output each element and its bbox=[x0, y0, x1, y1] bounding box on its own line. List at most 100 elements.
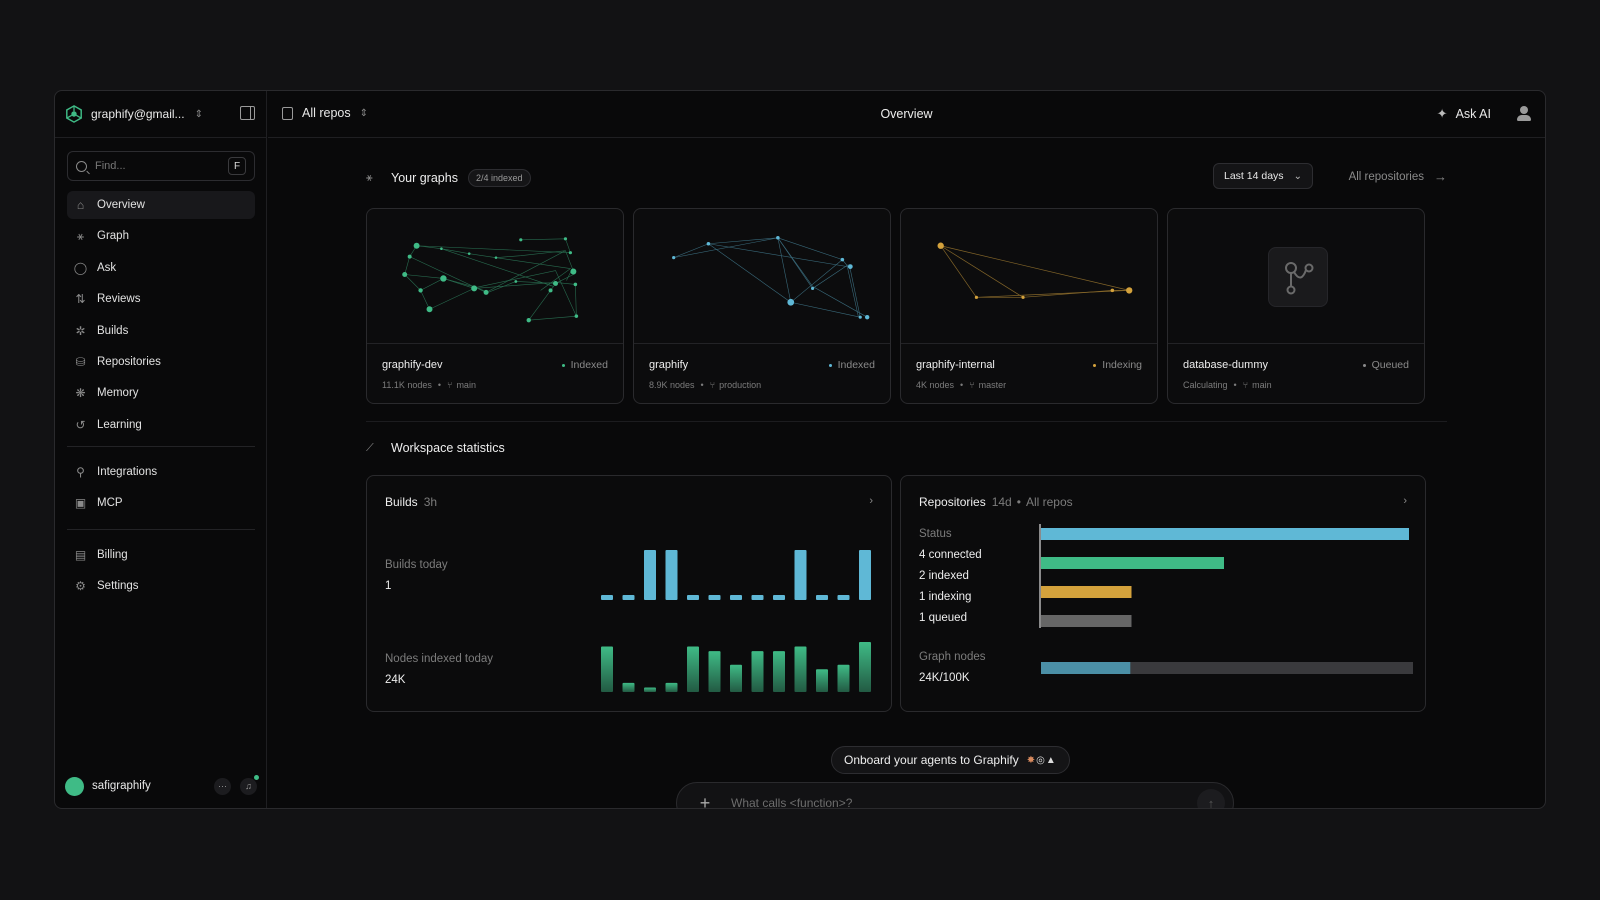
status-bar bbox=[1041, 615, 1132, 627]
builds-bar-chart bbox=[601, 550, 871, 600]
user-icon[interactable] bbox=[1517, 106, 1531, 122]
search-input[interactable] bbox=[95, 160, 225, 172]
sidebar-item-builds[interactable]: ✲ Builds bbox=[67, 317, 255, 345]
indexed-count-badge: 2/4 indexed bbox=[467, 169, 531, 187]
sidebar-item-repositories[interactable]: ⛁ Repositories bbox=[67, 348, 255, 376]
chart-bar bbox=[687, 595, 699, 600]
card-scope: All repos bbox=[1025, 495, 1073, 509]
nav-main: ⌂ Overview ⚹ Graph ◯ Ask ⇅ Reviews ✲ Bui… bbox=[67, 191, 255, 442]
chevron-right-icon[interactable]: › bbox=[1403, 495, 1407, 507]
search-box[interactable]: F bbox=[67, 151, 255, 181]
sidebar-item-overview[interactable]: ⌂ Overview bbox=[67, 191, 255, 219]
graph-meta: 11.1K nodes • ⑂ main bbox=[382, 380, 476, 390]
repositories-card[interactable]: Repositories 14d • All repos › Status 4 … bbox=[900, 475, 1426, 712]
notification-bell-icon[interactable]: ♫ bbox=[240, 774, 259, 795]
main-content: ⚹ Your graphs 2/4 indexed Last 14 days ⌄… bbox=[268, 139, 1545, 808]
chart-bar bbox=[622, 595, 635, 600]
graph-preview bbox=[367, 237, 623, 344]
graph-nodes-progress-bar bbox=[1041, 662, 1413, 674]
sparkle-icon: ✦ bbox=[1436, 106, 1448, 121]
nodes-today-value: 24K bbox=[385, 674, 406, 686]
sidebar-item-label: MCP bbox=[97, 497, 123, 510]
sidebar-item-label: Settings bbox=[97, 580, 139, 593]
graph-card-graphify-dev[interactable]: graphify-dev Indexed 11.1K nodes • ⑂ mai… bbox=[366, 208, 624, 404]
ask-ai-button[interactable]: ✦ Ask AI bbox=[1437, 106, 1491, 122]
all-repositories-link[interactable]: All repositories → bbox=[1349, 169, 1447, 184]
account-switcher[interactable]: graphify@gmail... ⇕ bbox=[55, 91, 267, 138]
graph-card-graphify[interactable]: graphify Indexed 8.9K nodes • ⑂ producti… bbox=[633, 208, 891, 404]
sidebar-item-label: Memory bbox=[97, 387, 139, 400]
graph-card-graphify-internal[interactable]: graphify-internal Indexing 4K nodes • ⑂ … bbox=[900, 208, 1158, 404]
graph-status: Indexed bbox=[828, 359, 875, 371]
sidebar-item-label: Builds bbox=[97, 324, 129, 337]
chart-bar bbox=[816, 595, 828, 600]
sidebar-item-memory[interactable]: ❋ Memory bbox=[67, 379, 255, 407]
builds-card[interactable]: Builds 3h › Builds today 1 Nodes indexed… bbox=[366, 475, 892, 712]
more-options-icon[interactable]: ··· bbox=[214, 777, 231, 795]
graph-card-database-dummy[interactable]: database-dummy Queued Calculating • ⑂ ma… bbox=[1167, 208, 1425, 404]
receipt-icon: ▤ bbox=[74, 548, 87, 562]
graph-status-label: Indexed bbox=[837, 359, 875, 371]
branch-icon: ⑂ bbox=[969, 380, 975, 390]
chevron-right-icon[interactable]: › bbox=[869, 495, 873, 507]
branch-icon: ⑂ bbox=[709, 380, 716, 390]
chart-bar bbox=[730, 595, 742, 600]
book-icon bbox=[282, 106, 293, 120]
sidebar-toggle-icon[interactable] bbox=[240, 106, 255, 120]
avatar bbox=[65, 776, 84, 796]
queued-count: 1 queued bbox=[919, 612, 967, 624]
graph-status: Indexed bbox=[561, 359, 608, 371]
graph-meta: Calculating • ⑂ main bbox=[1183, 380, 1272, 390]
sidebar-item-label: Integrations bbox=[97, 466, 158, 478]
notification-dot bbox=[254, 774, 259, 780]
graph-branch: master bbox=[978, 380, 1007, 390]
sidebar-item-ask[interactable]: ◯ Ask bbox=[67, 254, 255, 282]
plus-icon[interactable]: + bbox=[699, 793, 711, 809]
chat-input[interactable] bbox=[731, 796, 1197, 808]
sidebar-item-settings[interactable]: ⚙ Settings bbox=[67, 572, 255, 600]
card-title: Repositories bbox=[919, 495, 986, 509]
section-divider bbox=[366, 421, 1447, 422]
sidebar-item-label: Billing bbox=[97, 549, 128, 561]
graph-preview bbox=[634, 236, 890, 344]
chart-bar bbox=[622, 682, 635, 692]
sidebar-item-billing[interactable]: ▤ Billing bbox=[67, 541, 255, 569]
graph-name: graphify bbox=[649, 359, 689, 371]
sidebar-item-label: Repositories bbox=[97, 355, 161, 368]
status-bar bbox=[1041, 528, 1409, 540]
ask-ai-label: Ask AI bbox=[1455, 107, 1491, 121]
search-icon bbox=[76, 160, 87, 172]
sidebar-item-learning[interactable]: ↺ Learning bbox=[67, 411, 255, 439]
repo-selector[interactable]: All repos ⇕ bbox=[282, 106, 368, 120]
sidebar-item-label: Reviews bbox=[97, 293, 141, 306]
indexing-count: 1 indexing bbox=[919, 591, 972, 603]
brain-icon: ❋ bbox=[75, 386, 86, 401]
branch-icon: ⑂ bbox=[1242, 380, 1249, 390]
graph-status-label: Indexed bbox=[570, 359, 608, 371]
chart-bar bbox=[816, 669, 828, 692]
chart-bar bbox=[859, 642, 871, 692]
search-shortcut-key: F bbox=[228, 157, 246, 175]
onboard-agents-pill[interactable]: Onboard your agents to Graphify ✸◎▲ bbox=[831, 746, 1070, 774]
status-bar bbox=[1041, 586, 1132, 598]
sidebar-item-reviews[interactable]: ⇅ Reviews bbox=[67, 285, 255, 313]
sidebar-item-integrations[interactable]: ⚲ Integrations bbox=[67, 458, 255, 486]
graph-icon: ⚹ bbox=[76, 228, 85, 243]
meta-separator: • bbox=[1233, 380, 1237, 390]
chart-bar bbox=[837, 595, 850, 600]
chart-bar bbox=[730, 664, 742, 692]
status-dot bbox=[1362, 363, 1366, 367]
chevron-down-icon: ⌄ bbox=[1293, 170, 1302, 182]
chart-bar bbox=[794, 646, 807, 692]
user-profile[interactable]: safigraphify ··· ♫ bbox=[65, 774, 259, 798]
chevron-updown-icon: ⇕ bbox=[194, 108, 203, 120]
sidebar-item-mcp[interactable]: ▣ MCP bbox=[67, 489, 255, 517]
graph-status: Indexing bbox=[1093, 359, 1142, 371]
sidebar-item-graph[interactable]: ⚹ Graph bbox=[67, 222, 255, 250]
graph-node-count: 4K nodes bbox=[916, 380, 955, 390]
date-range-dropdown[interactable]: Last 14 days ⌄ bbox=[1213, 163, 1313, 189]
graph-status-label: Queued bbox=[1371, 359, 1409, 371]
graph-meta: 4K nodes • ⑂ master bbox=[916, 380, 1006, 390]
chat-input-bar[interactable]: + ↑ bbox=[676, 782, 1234, 809]
send-arrow-icon[interactable]: ↑ bbox=[1197, 789, 1225, 808]
